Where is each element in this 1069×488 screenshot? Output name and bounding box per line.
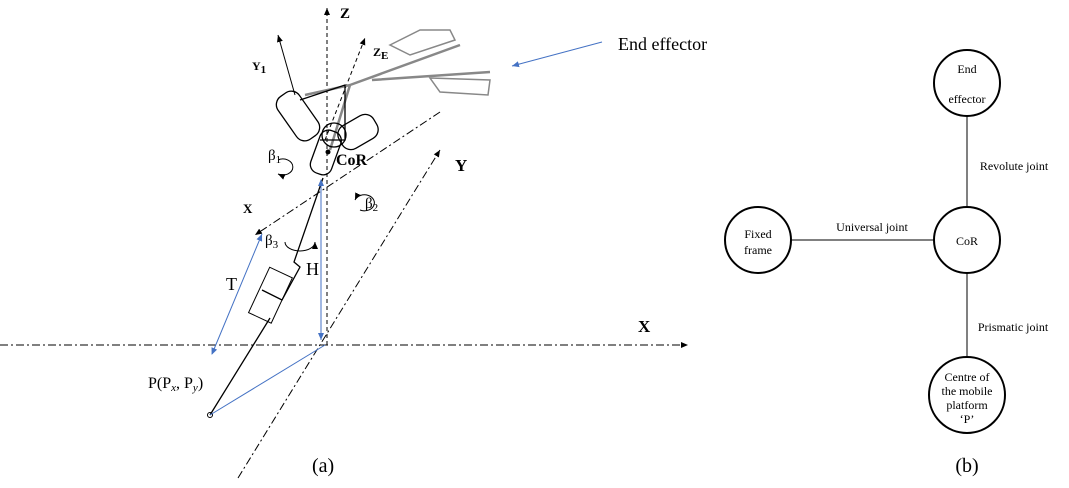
node-label: Fixed [744,227,771,241]
diagram-a [0,8,688,479]
label: Y [455,156,467,175]
beta2-arrow [354,192,375,212]
node-label: effector [948,92,985,106]
edge-label: Universal joint [836,220,908,234]
caption: (b) [955,455,978,477]
label: End effector [618,34,707,54]
end-effector-shape [304,29,491,151]
label: ZE [373,45,388,62]
label: X [638,317,651,336]
edge-label: Prismatic joint [978,320,1049,334]
node-label: platform [946,398,988,412]
label: β3 [265,233,279,251]
node-label: CoR [956,234,978,248]
diagram-b [724,49,1006,434]
node-label: End [957,62,976,76]
t-arrow [211,233,263,355]
caption: (a) [312,455,334,477]
node [928,356,1006,434]
cor-point [325,149,331,155]
y-axis [237,149,441,479]
prismatic-body [247,266,294,324]
label: β2 [365,196,378,214]
robot-joints [275,84,379,176]
node [724,206,792,274]
diagram-b-labels: End effector Fixed frame CoR Centre of t… [744,62,1049,477]
label: T [226,274,237,294]
diagram-a-labels: Z ZE Y1 End effector β1 CoR X β2 Y β3 T … [148,6,707,477]
beta3-arrow [284,241,318,252]
label: CoR [336,152,368,169]
label: H [306,259,319,279]
label: X [243,201,253,216]
label: β1 [268,148,281,166]
node [933,206,1001,274]
node-label: frame [744,243,772,257]
end-effector-pointer [511,41,603,68]
p-line [209,344,326,416]
node [933,49,1001,117]
beta1-arrow [277,158,294,180]
robot-link [209,177,324,416]
label: Z [340,6,350,22]
ze-axis [324,37,366,141]
edge-label: Revolute joint [980,159,1049,173]
node-label: Centre of [945,370,990,384]
point-p [207,412,213,418]
node-label: ‘P’ [960,412,975,426]
x-local-axis [254,111,441,236]
label: P(Px, Py) [148,375,203,394]
node-label: the mobile [942,384,993,398]
y1-axis [277,34,296,96]
label: Y1 [252,59,266,76]
